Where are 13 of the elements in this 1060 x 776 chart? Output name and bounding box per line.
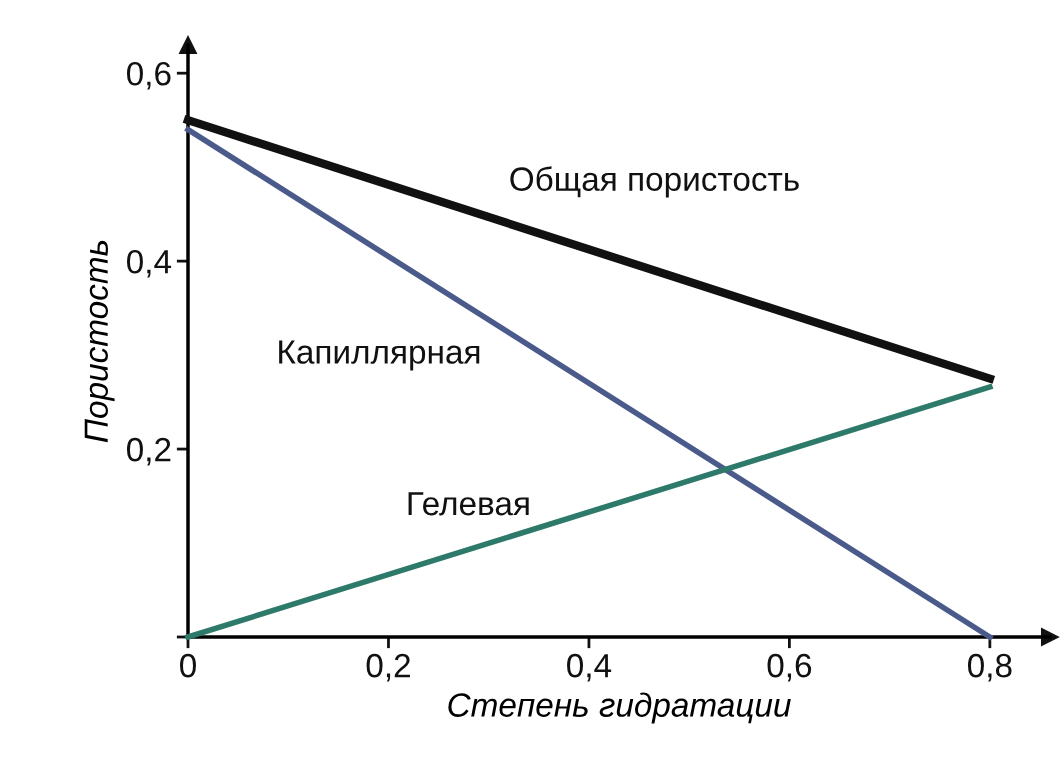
- x-axis-title: Степень гидратации: [448, 692, 791, 724]
- series-label: Общая пористость: [510, 166, 799, 198]
- y-tick-label: 0,2: [127, 437, 171, 466]
- x-tick-label: 0: [180, 653, 196, 678]
- y-axis-title: Пористость: [84, 240, 115, 443]
- x-tick-label: 0,8: [968, 653, 1012, 682]
- y-tick-label: 0,6: [127, 61, 171, 90]
- series-label: Гелевая: [408, 492, 529, 516]
- y-tick-label: 0,4: [127, 249, 172, 278]
- series-label: Капиллярная: [279, 340, 480, 371]
- x-tick-label: 0,2: [366, 653, 410, 682]
- x-tick-label: 0,6: [767, 653, 812, 682]
- x-tick-label: 0,4: [567, 653, 612, 682]
